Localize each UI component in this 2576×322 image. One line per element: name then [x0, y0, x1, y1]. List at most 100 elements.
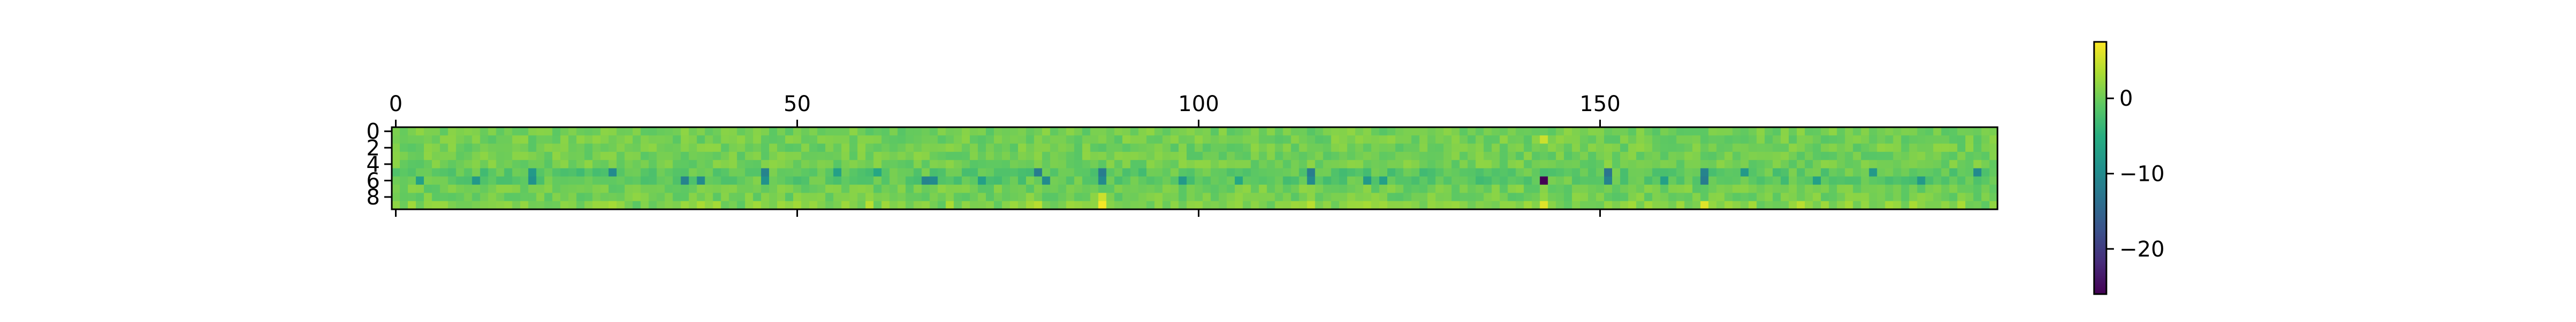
heatmap-cell — [1122, 143, 1131, 152]
heatmap-cell — [954, 201, 962, 210]
heatmap-cell — [1098, 127, 1107, 136]
heatmap-cell — [841, 193, 850, 202]
heatmap-cell — [1179, 160, 1187, 169]
heatmap-cell — [536, 127, 545, 136]
heatmap-cell — [1804, 168, 1813, 177]
heatmap-cell — [480, 176, 489, 185]
heatmap-cell — [1403, 127, 1412, 136]
heatmap-cell — [1652, 185, 1661, 193]
colorbar-band — [2094, 272, 2106, 273]
heatmap-cell — [1765, 193, 1773, 202]
heatmap-cell — [1748, 201, 1757, 210]
colorbar-band — [2094, 104, 2106, 106]
colorbar-band — [2094, 74, 2106, 76]
colorbar-band — [2094, 152, 2106, 154]
heatmap-cell — [793, 143, 802, 152]
heatmap-cell — [480, 160, 489, 169]
heatmap-cell — [1973, 201, 1982, 210]
heatmap-cell — [1331, 168, 1340, 177]
heatmap-cell — [1973, 193, 1982, 202]
heatmap-cell — [1419, 201, 1428, 210]
heatmap-cell — [1845, 168, 1854, 177]
heatmap-cell — [1026, 193, 1035, 202]
heatmap-cell — [496, 135, 504, 144]
heatmap-cell — [1716, 201, 1725, 210]
heatmap-cell — [1210, 176, 1219, 185]
heatmap-cell — [1885, 193, 1894, 202]
heatmap-cell — [488, 193, 496, 202]
heatmap-cell — [656, 127, 665, 136]
heatmap-cell — [769, 160, 778, 169]
colorbar-band — [2094, 207, 2106, 209]
heatmap-cell — [946, 168, 954, 177]
heatmap-cell — [913, 143, 922, 152]
heatmap-cell — [761, 135, 770, 144]
heatmap-cell — [1836, 151, 1846, 160]
heatmap-cell — [1765, 176, 1773, 185]
heatmap-cell — [1042, 127, 1051, 136]
heatmap-cell — [1909, 168, 1918, 177]
heatmap-cell — [1459, 135, 1468, 144]
heatmap-cell — [986, 127, 994, 136]
heatmap-cell — [608, 201, 617, 210]
colorbar-band — [2094, 241, 2106, 243]
heatmap-cell — [1901, 135, 1909, 144]
heatmap-cell — [1524, 176, 1532, 185]
heatmap-cell — [1684, 151, 1693, 160]
heatmap-cell — [1090, 176, 1099, 185]
colorbar-band — [2094, 261, 2106, 262]
heatmap-cell — [1018, 201, 1027, 210]
colorbar-band — [2094, 230, 2106, 231]
heatmap-cell — [1379, 176, 1388, 185]
heatmap-cell — [825, 135, 834, 144]
colorbar-band — [2094, 122, 2106, 124]
heatmap-cell — [801, 127, 810, 136]
heatmap-cell — [1339, 193, 1348, 202]
heatmap-cell — [1708, 201, 1717, 210]
heatmap-cell — [1323, 160, 1331, 169]
heatmap-cell — [608, 160, 617, 169]
heatmap-cell — [1146, 160, 1155, 169]
heatmap-cell — [1154, 127, 1163, 136]
heatmap-cell — [1355, 143, 1364, 152]
heatmap-cell — [1789, 193, 1797, 202]
heatmap-cell — [1267, 193, 1276, 202]
heatmap-cell — [1652, 193, 1661, 202]
x-tick-label: 50 — [784, 92, 811, 116]
heatmap-cell — [1757, 176, 1765, 185]
heatmap-cell — [1427, 135, 1436, 144]
heatmap-cell — [1909, 151, 1918, 160]
heatmap-cell — [970, 185, 978, 193]
heatmap-cell — [1636, 135, 1645, 144]
heatmap-cell — [705, 201, 713, 210]
heatmap-cell — [1893, 176, 1901, 185]
heatmap-cell — [1267, 135, 1276, 144]
heatmap-cell — [1058, 168, 1067, 177]
colorbar-band — [2094, 150, 2106, 152]
heatmap-cell — [616, 135, 625, 144]
colorbar-band — [2094, 109, 2106, 111]
heatmap-cell — [423, 127, 433, 136]
heatmap-cell — [1347, 135, 1356, 144]
heatmap-cell — [793, 151, 802, 160]
heatmap-cell — [1901, 168, 1909, 177]
heatmap-cell — [1443, 160, 1452, 169]
heatmap-cell — [1740, 201, 1749, 210]
heatmap-cell — [1499, 201, 1508, 210]
heatmap-cell — [697, 127, 705, 136]
heatmap-cell — [745, 168, 753, 177]
heatmap-cell — [769, 193, 778, 202]
heatmap-cell — [994, 176, 1002, 185]
heatmap-cell — [1387, 135, 1396, 144]
heatmap-cell — [1443, 185, 1452, 193]
heatmap-cell — [1861, 176, 1870, 185]
colorbar-band — [2094, 217, 2106, 218]
heatmap-cell — [1009, 168, 1019, 177]
heatmap-cell — [1820, 127, 1829, 136]
heatmap-cell — [689, 185, 697, 193]
heatmap-cell — [1532, 160, 1540, 169]
heatmap-cell — [464, 176, 473, 185]
heatmap-cell — [1556, 168, 1564, 177]
colorbar-band — [2094, 203, 2106, 204]
heatmap-cell — [520, 176, 529, 185]
